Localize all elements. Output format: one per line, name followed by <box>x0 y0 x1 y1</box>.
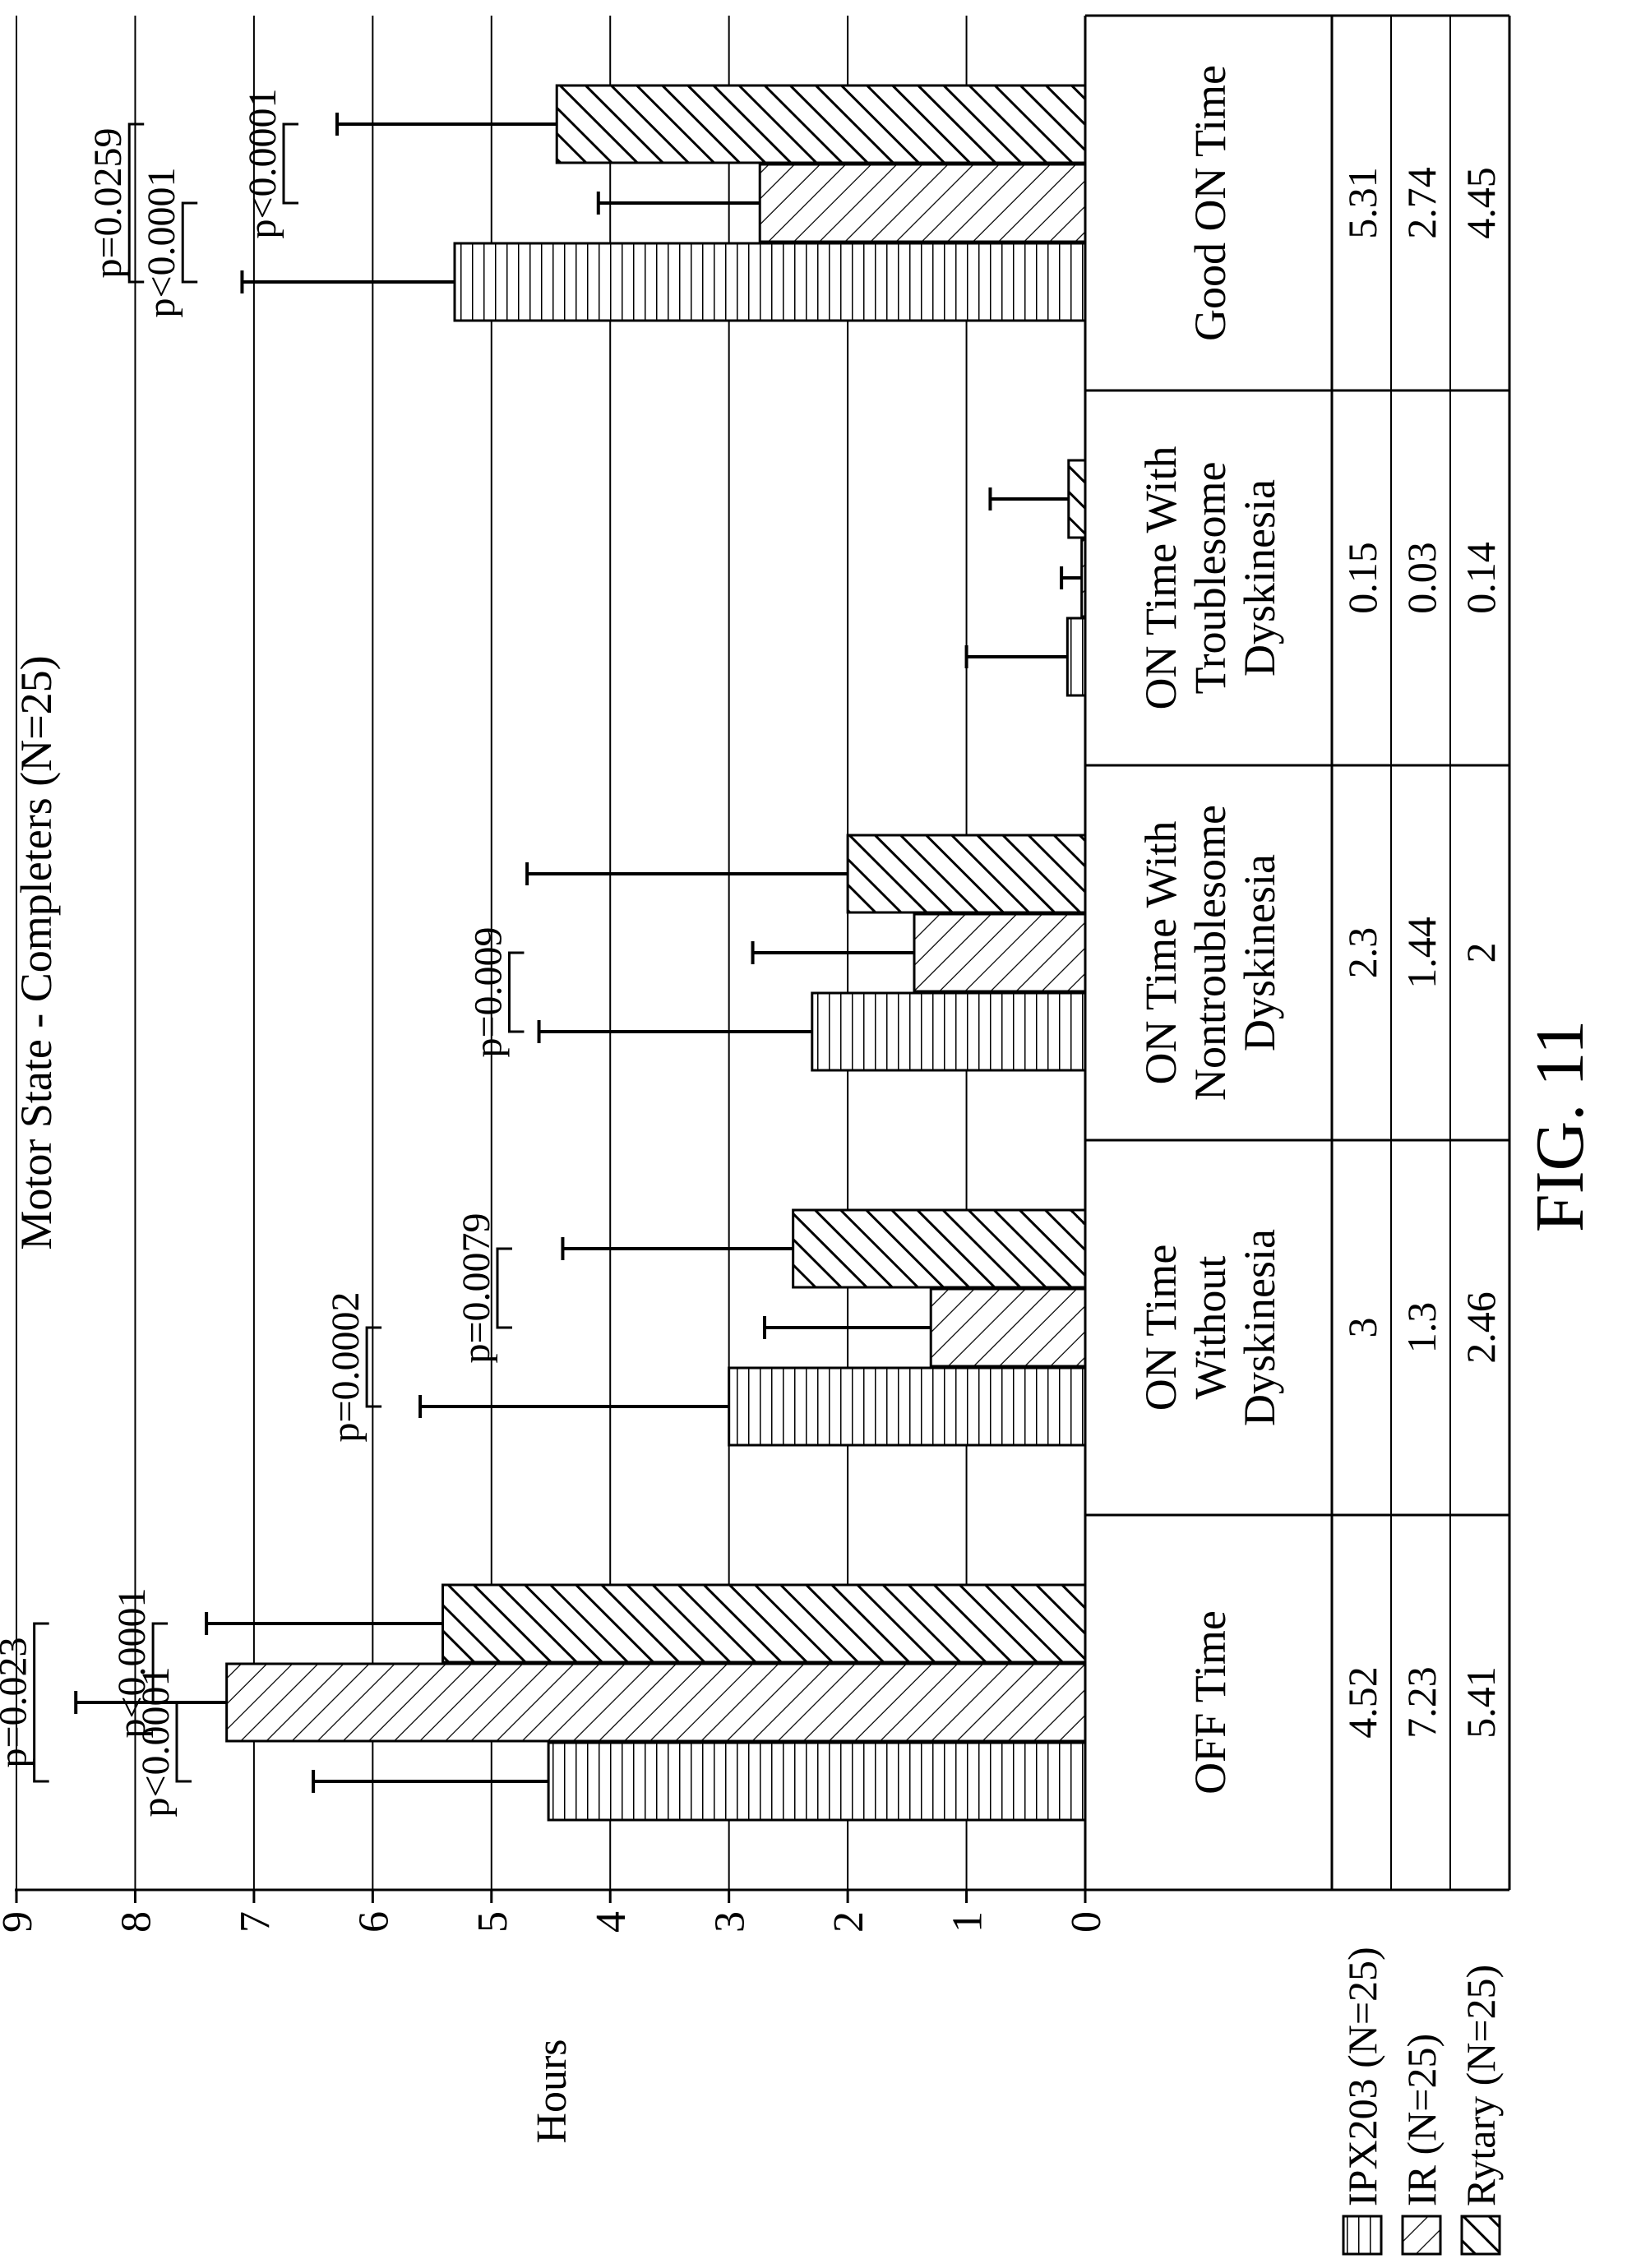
bar <box>441 1583 1087 1664</box>
p-value-label: p<0.0001 <box>140 167 183 317</box>
p-value-label: p<0.0001 <box>110 1587 154 1738</box>
figure-label: FIG. 11 <box>1522 1020 1598 1232</box>
table-value: 1.44 <box>1398 917 1445 989</box>
y-tick-label: 2 <box>825 1911 872 1933</box>
bar <box>846 834 1087 914</box>
chart-title: Motor State - Completers (N=25) <box>12 655 61 1249</box>
legend-label: Rytary (N=25) <box>1458 1965 1504 2206</box>
y-tick-label: 7 <box>232 1911 279 1933</box>
bar <box>792 1208 1087 1289</box>
category-label: ON Time With <box>1136 821 1186 1085</box>
y-tick-label: 1 <box>945 1911 992 1933</box>
bar <box>811 991 1087 1072</box>
legend-swatch <box>1342 2215 1383 2256</box>
bar <box>913 912 1087 993</box>
y-tick-label: 6 <box>350 1911 397 1933</box>
significance-bracket <box>33 1622 49 1783</box>
category-label: Dyskinesia <box>1235 1229 1284 1426</box>
y-axis-title: Hours <box>529 2039 576 2143</box>
table-value: 4.45 <box>1458 167 1504 239</box>
table-value: 5.41 <box>1458 1666 1504 1739</box>
category-label: OFF Time <box>1186 1610 1235 1795</box>
significance-bracket <box>175 1701 192 1783</box>
bar <box>758 163 1087 243</box>
p-value-label: p=0.0002 <box>324 1291 367 1442</box>
category-label: Nontroublesome <box>1186 805 1235 1101</box>
legend-swatch <box>1401 2215 1442 2256</box>
table-value: 0.03 <box>1398 542 1445 614</box>
category-label: ON Time <box>1136 1245 1186 1411</box>
p-value-label: p=0.0079 <box>455 1213 498 1363</box>
significance-bracket <box>151 1622 169 1704</box>
y-tick-label: 8 <box>113 1911 159 1933</box>
y-tick-label: 9 <box>0 1911 41 1933</box>
bar <box>453 242 1087 322</box>
p-value-label: p=0.023 <box>0 1637 35 1767</box>
legend-swatch <box>1460 2215 1501 2256</box>
table-value: 2.3 <box>1339 927 1385 979</box>
p-value-label: p=0.009 <box>466 926 510 1057</box>
significance-bracket <box>282 122 298 205</box>
significance-bracket <box>365 1326 382 1408</box>
bar <box>547 1741 1087 1822</box>
category-label: Dyskinesia <box>1235 479 1284 677</box>
category-label: Good ON Time <box>1186 65 1235 341</box>
table-value: 1.3 <box>1398 1302 1445 1354</box>
table-value: 2.74 <box>1398 167 1445 239</box>
y-tick-label: 0 <box>1063 1911 1110 1933</box>
p-value-label: p<0.0001 <box>241 88 284 238</box>
legend-label: IPX203 (N=25) <box>1339 1947 1385 2206</box>
p-value-label: p<0.0001 <box>134 1666 178 1817</box>
bar <box>555 84 1087 164</box>
category-label: Troublesome <box>1186 461 1235 694</box>
significance-bracket <box>127 122 145 284</box>
table-value: 2 <box>1458 943 1504 963</box>
legend-label: IR (N=25) <box>1398 2034 1445 2206</box>
p-value-label: p=0.0259 <box>86 127 130 278</box>
bar <box>929 1287 1087 1368</box>
bar <box>1080 538 1087 618</box>
bar <box>728 1366 1087 1447</box>
table-value: 0.14 <box>1458 542 1504 614</box>
bar <box>225 1662 1087 1743</box>
significance-bracket <box>181 201 198 284</box>
table-value: 2.46 <box>1458 1291 1504 1364</box>
significance-bracket <box>507 951 525 1033</box>
category-label: Without <box>1186 1256 1235 1400</box>
table-value: 3 <box>1339 1318 1385 1338</box>
table-value: 0.15 <box>1339 542 1385 614</box>
table-value: 5.31 <box>1339 167 1385 239</box>
category-label: Dyskinesia <box>1235 854 1284 1051</box>
category-label: ON Time With <box>1136 446 1186 710</box>
table-value: 7.23 <box>1398 1666 1445 1739</box>
table-value: 4.52 <box>1339 1666 1385 1739</box>
significance-bracket <box>496 1247 512 1329</box>
y-tick-label: 5 <box>469 1911 516 1933</box>
y-tick-label: 3 <box>707 1911 754 1933</box>
y-tick-label: 4 <box>588 1911 635 1933</box>
bar <box>1067 459 1087 539</box>
bar <box>1065 617 1087 697</box>
